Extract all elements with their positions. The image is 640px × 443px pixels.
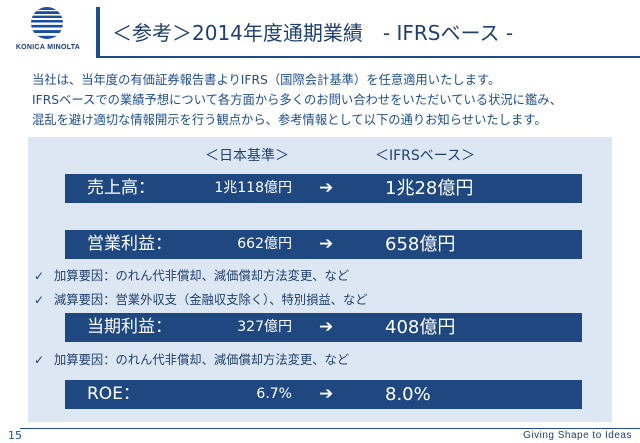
page-number: 15 [8, 429, 22, 442]
note-text: 加算要因：のれん代非償却、減価償却方法変更、など [54, 353, 350, 367]
jgaap-value: 6.7% [256, 386, 292, 402]
row-label: 売上高： [87, 178, 155, 198]
jgaap-value: 327億円 [237, 319, 292, 335]
right-arrow-icon: ➔ [319, 178, 334, 198]
row-net-income: 当期利益： 327億円 ➔ 408億円 [65, 313, 582, 342]
globe-icon [31, 7, 63, 39]
right-arrow-icon: ➔ [319, 317, 334, 337]
ifrs-value: 658億円 [385, 234, 456, 255]
note-item: ✓ 減算要因：営業外収支（金融収支除く）、特別損益、など [34, 290, 368, 308]
note-text: 加算要因：のれん代非償却、減価償却方法変更、など [54, 269, 350, 283]
column-header-jgaap: ＜日本基準＞ [205, 148, 289, 164]
checkmark-icon: ✓ [34, 269, 45, 283]
ifrs-value: 1兆28億円 [385, 178, 474, 199]
intro-text: 当社は、当年度の有価証券報告書よりIFRS（国際会計基準）を任意適用いたします。… [32, 70, 632, 130]
row-label: 営業利益： [87, 234, 172, 254]
row-label: ROE： [87, 384, 140, 404]
row-label: 当期利益： [87, 317, 172, 337]
intro-line: IFRSベースでの業績予想について各方面から多くのお問い合わせをいただいている状… [32, 93, 562, 107]
header-accent-bar [96, 7, 100, 57]
row-net-sales: 売上高： 1兆118億円 ➔ 1兆28億円 [65, 174, 582, 203]
row-roe: ROE： 6.7% ➔ 8.0% [65, 380, 582, 409]
intro-line: 混乱を避け適切な情報開示を行う観点から、参考情報として以下の通りお知らせいたしま… [32, 113, 547, 127]
row-operating-income: 営業利益： 662億円 ➔ 658億円 [65, 230, 582, 259]
jgaap-value: 662億円 [237, 236, 292, 252]
footer-divider [20, 428, 640, 429]
right-arrow-icon: ➔ [319, 384, 334, 404]
checkmark-icon: ✓ [34, 353, 45, 367]
ifrs-value: 8.0% [385, 384, 431, 405]
logo-text: KONICA MINOLTA [15, 44, 81, 51]
right-arrow-icon: ➔ [319, 234, 334, 254]
note-item: ✓ 加算要因：のれん代非償却、減価償却方法変更、など [34, 350, 349, 368]
company-logo: KONICA MINOLTA [8, 4, 88, 62]
column-header-ifrs: ＜IFRSベース＞ [375, 148, 476, 164]
ifrs-value: 408億円 [385, 317, 456, 338]
jgaap-value: 1兆118億円 [214, 180, 292, 196]
note-text: 減算要因：営業外収支（金融収支除く）、特別損益、など [54, 293, 368, 307]
intro-line: 当社は、当年度の有価証券報告書よりIFRS（国際会計基準）を任意適用いたします。 [32, 73, 501, 87]
page-title: ＜参考＞2014年度通期業績 - IFRSベース - [112, 21, 514, 45]
note-item: ✓ 加算要因：のれん代非償却、減価償却方法変更、など [34, 266, 349, 284]
checkmark-icon: ✓ [34, 293, 45, 307]
header-divider [96, 56, 640, 58]
tagline: Giving Shape to Ideas [523, 430, 632, 441]
